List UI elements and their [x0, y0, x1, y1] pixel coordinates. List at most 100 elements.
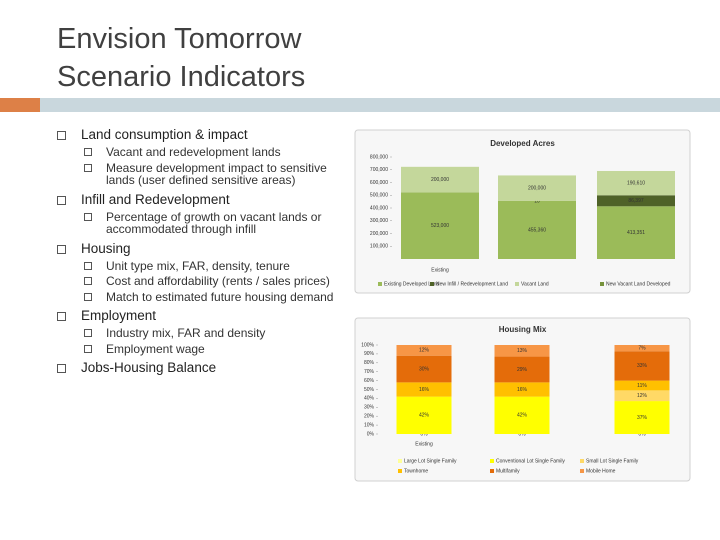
- legend-label: Mobile Home: [586, 468, 616, 474]
- y-tick-label: 60%: [364, 378, 375, 384]
- sub-bullet-text: Measure development impact to sensitive …: [106, 160, 327, 187]
- bullet-list: Land consumption & impact Vacant and rede…: [57, 127, 347, 381]
- legend-swatch: [378, 282, 382, 286]
- legend-label: Townhome: [404, 468, 428, 474]
- data-label: 523,000: [431, 223, 449, 229]
- data-label: 0%: [638, 431, 646, 437]
- sub-bullet-text: Vacant and redevelopment lands: [106, 145, 281, 159]
- data-label: 0%: [518, 431, 526, 437]
- legend-swatch: [580, 459, 584, 463]
- bar-segment: [614, 380, 670, 391]
- legend-swatch: [430, 282, 434, 286]
- bullet: Housing: [57, 241, 347, 257]
- bullet-item: Infill and Redevelopment Percentage of gr…: [57, 192, 347, 236]
- sub-bullet: Unit type mix, FAR, density, tenure: [57, 259, 347, 273]
- bullet-text: Jobs-Housing Balance: [81, 360, 217, 375]
- bar-segment: [614, 345, 670, 352]
- bullet-box: [84, 292, 92, 301]
- data-label: 16%: [517, 387, 528, 393]
- bar-segment: [401, 192, 479, 259]
- data-label: 42%: [419, 413, 430, 419]
- bar-segment: [597, 170, 675, 196]
- bullet: Employment: [57, 308, 347, 324]
- title-line: Envision Tomorrow: [57, 23, 302, 55]
- bullet-box: [84, 148, 92, 156]
- bullet-box: [57, 131, 66, 140]
- bullet-text: Housing: [81, 240, 131, 256]
- bar-segment: [396, 355, 452, 383]
- bullet-box: [57, 195, 66, 205]
- bar-segment: [498, 200, 576, 259]
- y-tick-label: 500,000: [370, 193, 388, 199]
- bullet: Infill and Redevelopment: [57, 192, 347, 208]
- data-label: 12%: [637, 393, 648, 399]
- bullet-text: Land consumption & impact: [81, 127, 248, 142]
- y-tick-label: 20%: [364, 414, 375, 420]
- sub-bullet: Industry mix, FAR and density: [57, 327, 347, 340]
- sub-bullet-text: Percentage of growth on vacant lands or …: [106, 209, 322, 236]
- divider: [40, 98, 720, 112]
- data-label: 0%: [420, 431, 428, 437]
- legend-label: New Vacant Land Developed: [606, 281, 671, 287]
- data-label: 200,000: [431, 177, 449, 183]
- chart-title: Housing Mix: [499, 325, 547, 334]
- data-label: 42%: [517, 413, 528, 419]
- bullet-box: [84, 329, 92, 337]
- data-label: 190,610: [627, 180, 645, 186]
- data-label: 29%: [517, 367, 528, 373]
- x-tick-label: Existing: [415, 441, 433, 447]
- bullet-box: [57, 312, 66, 321]
- bar-segment: [494, 356, 550, 383]
- y-tick-label: 600,000: [370, 180, 388, 186]
- bullet-box: [84, 261, 92, 270]
- bar-segment: [494, 396, 550, 434]
- bullet: Jobs-Housing Balance: [57, 360, 347, 376]
- y-tick-label: 400,000: [370, 205, 388, 211]
- bullet-box: [84, 344, 92, 353]
- bar-segment: [396, 396, 452, 434]
- legend-swatch: [600, 282, 604, 286]
- data-label: 86,397: [628, 198, 644, 204]
- y-tick-label: 10%: [364, 422, 375, 428]
- legend-label: Existing Developed Land: [384, 281, 440, 287]
- data-label: 200,000: [528, 186, 546, 192]
- title-line: Scenario Indicators: [57, 61, 306, 93]
- x-tick-label: Existing: [431, 267, 449, 273]
- bullet-box: [57, 244, 66, 254]
- legend-swatch: [490, 469, 494, 473]
- data-label: 10: [534, 198, 540, 204]
- sub-bullet-text: Match to estimated future housing demand: [106, 289, 334, 304]
- y-tick-label: 90%: [364, 351, 375, 357]
- sub-bullet: Percentage of growth on vacant lands or …: [57, 209, 347, 236]
- data-label: 11%: [637, 383, 647, 389]
- bullet-item: Jobs-Housing Balance: [57, 360, 347, 376]
- bullet-text: Employment: [81, 308, 157, 323]
- sub-bullet-text: Employment wage: [106, 341, 205, 356]
- sub-bullet: Vacant and redevelopment lands: [57, 146, 347, 159]
- y-tick-label: 200,000: [370, 231, 388, 237]
- sub-bullet: Measure development impact to sensitive …: [57, 160, 347, 187]
- sub-bullet-text: Industry mix, FAR and density: [106, 326, 266, 340]
- bullet-text: Infill and Redevelopment: [81, 191, 230, 207]
- y-tick-label: 300,000: [370, 218, 388, 224]
- bar-segment: [597, 206, 675, 259]
- bar-segment: [494, 345, 550, 357]
- data-label: 33%: [637, 363, 648, 369]
- legend-label: Multifamily: [496, 468, 520, 474]
- data-label: 30%: [419, 366, 430, 372]
- legend-swatch: [398, 469, 402, 473]
- legend-label: Vacant Land: [521, 281, 549, 287]
- bullet-item: Housing Unit type mix, FAR, density, tenu…: [57, 241, 347, 304]
- bullet: Land consumption & impact: [57, 127, 347, 143]
- data-label: 7%: [638, 345, 646, 351]
- data-label: 455,360: [528, 227, 546, 233]
- chart-title: Developed Acres: [490, 139, 555, 148]
- bullet-item: Employment Industry mix, FAR and density E…: [57, 308, 347, 355]
- sub-bullet: Employment wage: [57, 341, 347, 356]
- bar-segment: [494, 382, 550, 397]
- data-label: 13%: [517, 348, 528, 354]
- legend-label: New Infill / Redevelopment Land: [436, 281, 508, 287]
- bullet-box: [84, 277, 92, 285]
- bar-segment: [597, 195, 675, 207]
- bar-segment: [396, 345, 452, 356]
